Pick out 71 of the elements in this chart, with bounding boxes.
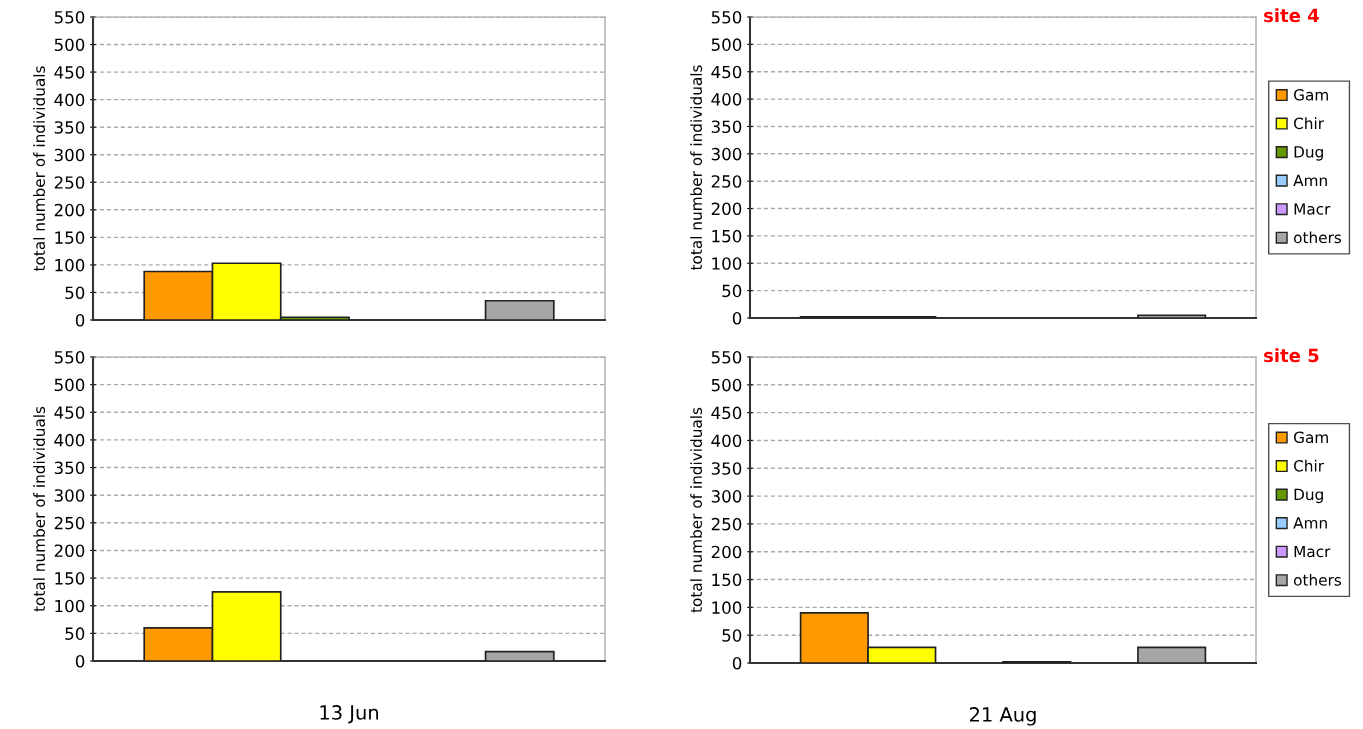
- legend-label: others: [1293, 231, 1342, 244]
- y-tick-label: 550: [711, 10, 742, 24]
- legend-label: Macr: [1294, 203, 1331, 215]
- y-tick-label: 450: [54, 406, 85, 419]
- y-tick-label: 250: [711, 517, 742, 531]
- x-axis-title: 13 Jun: [320, 705, 378, 724]
- bar: [484, 299, 555, 320]
- y-tick-label: 150: [55, 231, 85, 244]
- y-axis-title: total number of individuals: [690, 407, 703, 613]
- y-tick-label: 50: [65, 627, 85, 640]
- bar: [484, 650, 555, 661]
- y-tick-label: 50: [722, 629, 742, 642]
- y-tick-label: 300: [54, 489, 85, 502]
- y-tick-label: 100: [55, 599, 85, 613]
- y-tick-label: 400: [711, 434, 742, 448]
- y-tick-label: 150: [712, 229, 742, 243]
- y-tick-label: 0: [75, 654, 85, 668]
- y-tick-label: 200: [711, 545, 742, 559]
- y-tick-label: 500: [711, 38, 742, 51]
- y-tick-label: 250: [54, 516, 85, 530]
- legend-label: others: [1293, 573, 1342, 586]
- y-tick-label: 200: [711, 202, 742, 216]
- legend-label: Gam: [1294, 89, 1328, 101]
- legend-label: Chir: [1294, 117, 1325, 130]
- legend-label: Amn: [1293, 174, 1327, 186]
- y-tick-label: 100: [712, 257, 742, 270]
- legend-label: Gam: [1294, 431, 1328, 444]
- legend-label: Amn: [1293, 517, 1327, 529]
- y-tick-label: 350: [54, 461, 85, 475]
- legend-label: Macr: [1294, 545, 1331, 558]
- y-tick-label: 300: [711, 490, 742, 503]
- y-tick-label: 300: [54, 148, 85, 162]
- y-tick-label: 0: [732, 311, 742, 325]
- y-tick-label: 400: [54, 93, 85, 107]
- y-tick-label: 0: [75, 313, 85, 327]
- bar: [1137, 646, 1207, 663]
- chart-title: site 4: [1264, 8, 1319, 23]
- y-tick-label: 200: [54, 203, 85, 217]
- y-tick-label: 150: [712, 573, 742, 587]
- y-tick-label: 50: [722, 284, 742, 298]
- y-tick-label: 300: [711, 147, 742, 161]
- y-tick-label: 550: [711, 350, 742, 364]
- chart-title: site 5: [1264, 348, 1319, 363]
- y-axis-title: total number of individuals: [33, 406, 46, 612]
- y-tick-label: 450: [711, 65, 742, 79]
- y-tick-label: 200: [54, 544, 85, 558]
- y-tick-label: 500: [711, 378, 742, 392]
- y-tick-label: 450: [711, 406, 742, 420]
- y-tick-label: 350: [54, 121, 85, 134]
- y-tick-label: 350: [711, 462, 742, 475]
- y-axis-title: total number of individuals: [690, 65, 703, 271]
- legend-label: Dug: [1294, 146, 1323, 161]
- y-axis-title: total number of individuals: [33, 66, 46, 272]
- y-tick-label: 400: [711, 93, 742, 106]
- y-tick-label: 150: [55, 572, 85, 585]
- y-tick-label: 550: [54, 350, 85, 364]
- y-tick-label: 100: [712, 601, 742, 614]
- y-tick-label: 500: [54, 378, 85, 392]
- y-tick-label: 450: [54, 66, 85, 79]
- y-tick-label: 100: [55, 258, 85, 272]
- y-tick-label: 350: [711, 120, 742, 134]
- x-axis-title: 21 Aug: [969, 707, 1036, 726]
- y-tick-label: 0: [732, 656, 742, 670]
- y-tick-label: 50: [65, 286, 85, 300]
- y-tick-label: 400: [54, 433, 85, 447]
- legend-label: Dug: [1294, 488, 1323, 504]
- legend-label: Chir: [1294, 459, 1325, 472]
- y-tick-label: 550: [54, 10, 85, 24]
- y-tick-label: 250: [711, 175, 742, 188]
- y-tick-label: 250: [54, 176, 85, 189]
- y-tick-label: 500: [54, 38, 85, 52]
